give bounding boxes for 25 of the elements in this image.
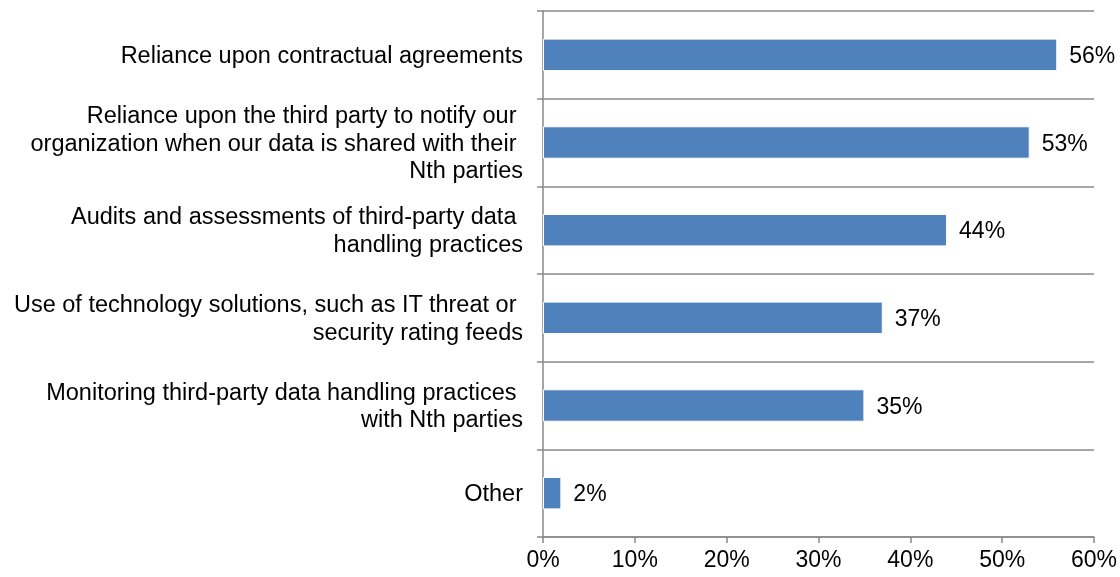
data-label: 2% — [573, 480, 607, 507]
bar — [543, 126, 1030, 159]
x-tick-label: 10% — [611, 545, 658, 572]
data-label: 56% — [1069, 41, 1116, 68]
x-tick-label: 30% — [795, 545, 842, 572]
data-label: 44% — [959, 217, 1006, 244]
y-tick-label: Monitoring third-party data handling practices with Nth parties — [46, 378, 523, 433]
bar — [543, 213, 948, 247]
x-tick-label: 20% — [703, 545, 750, 572]
y-tick-label: Reliance upon contractual agreements — [120, 41, 523, 68]
bar — [543, 301, 883, 335]
x-tick-label: 0% — [526, 545, 560, 572]
x-tick-label: 60% — [1070, 545, 1118, 572]
y-tick-label: Use of technology solutions, such as IT threat or security rating feeds — [13, 291, 523, 345]
x-tick-label: 40% — [887, 545, 934, 572]
x-tick-label: 50% — [979, 545, 1026, 572]
y-tick-label: Audits and assessments of third-party data handling practices — [71, 203, 523, 257]
bar — [543, 389, 865, 422]
y-tick-label: Other — [464, 480, 524, 507]
data-label: 37% — [894, 304, 941, 331]
y-tick-label: Reliance upon the third party to notify our organization when our data is shared with their Nth parties — [30, 102, 523, 183]
data-label: 53% — [1041, 129, 1088, 156]
data-label: 35% — [876, 392, 923, 419]
bar — [543, 476, 562, 510]
bar — [543, 38, 1058, 72]
